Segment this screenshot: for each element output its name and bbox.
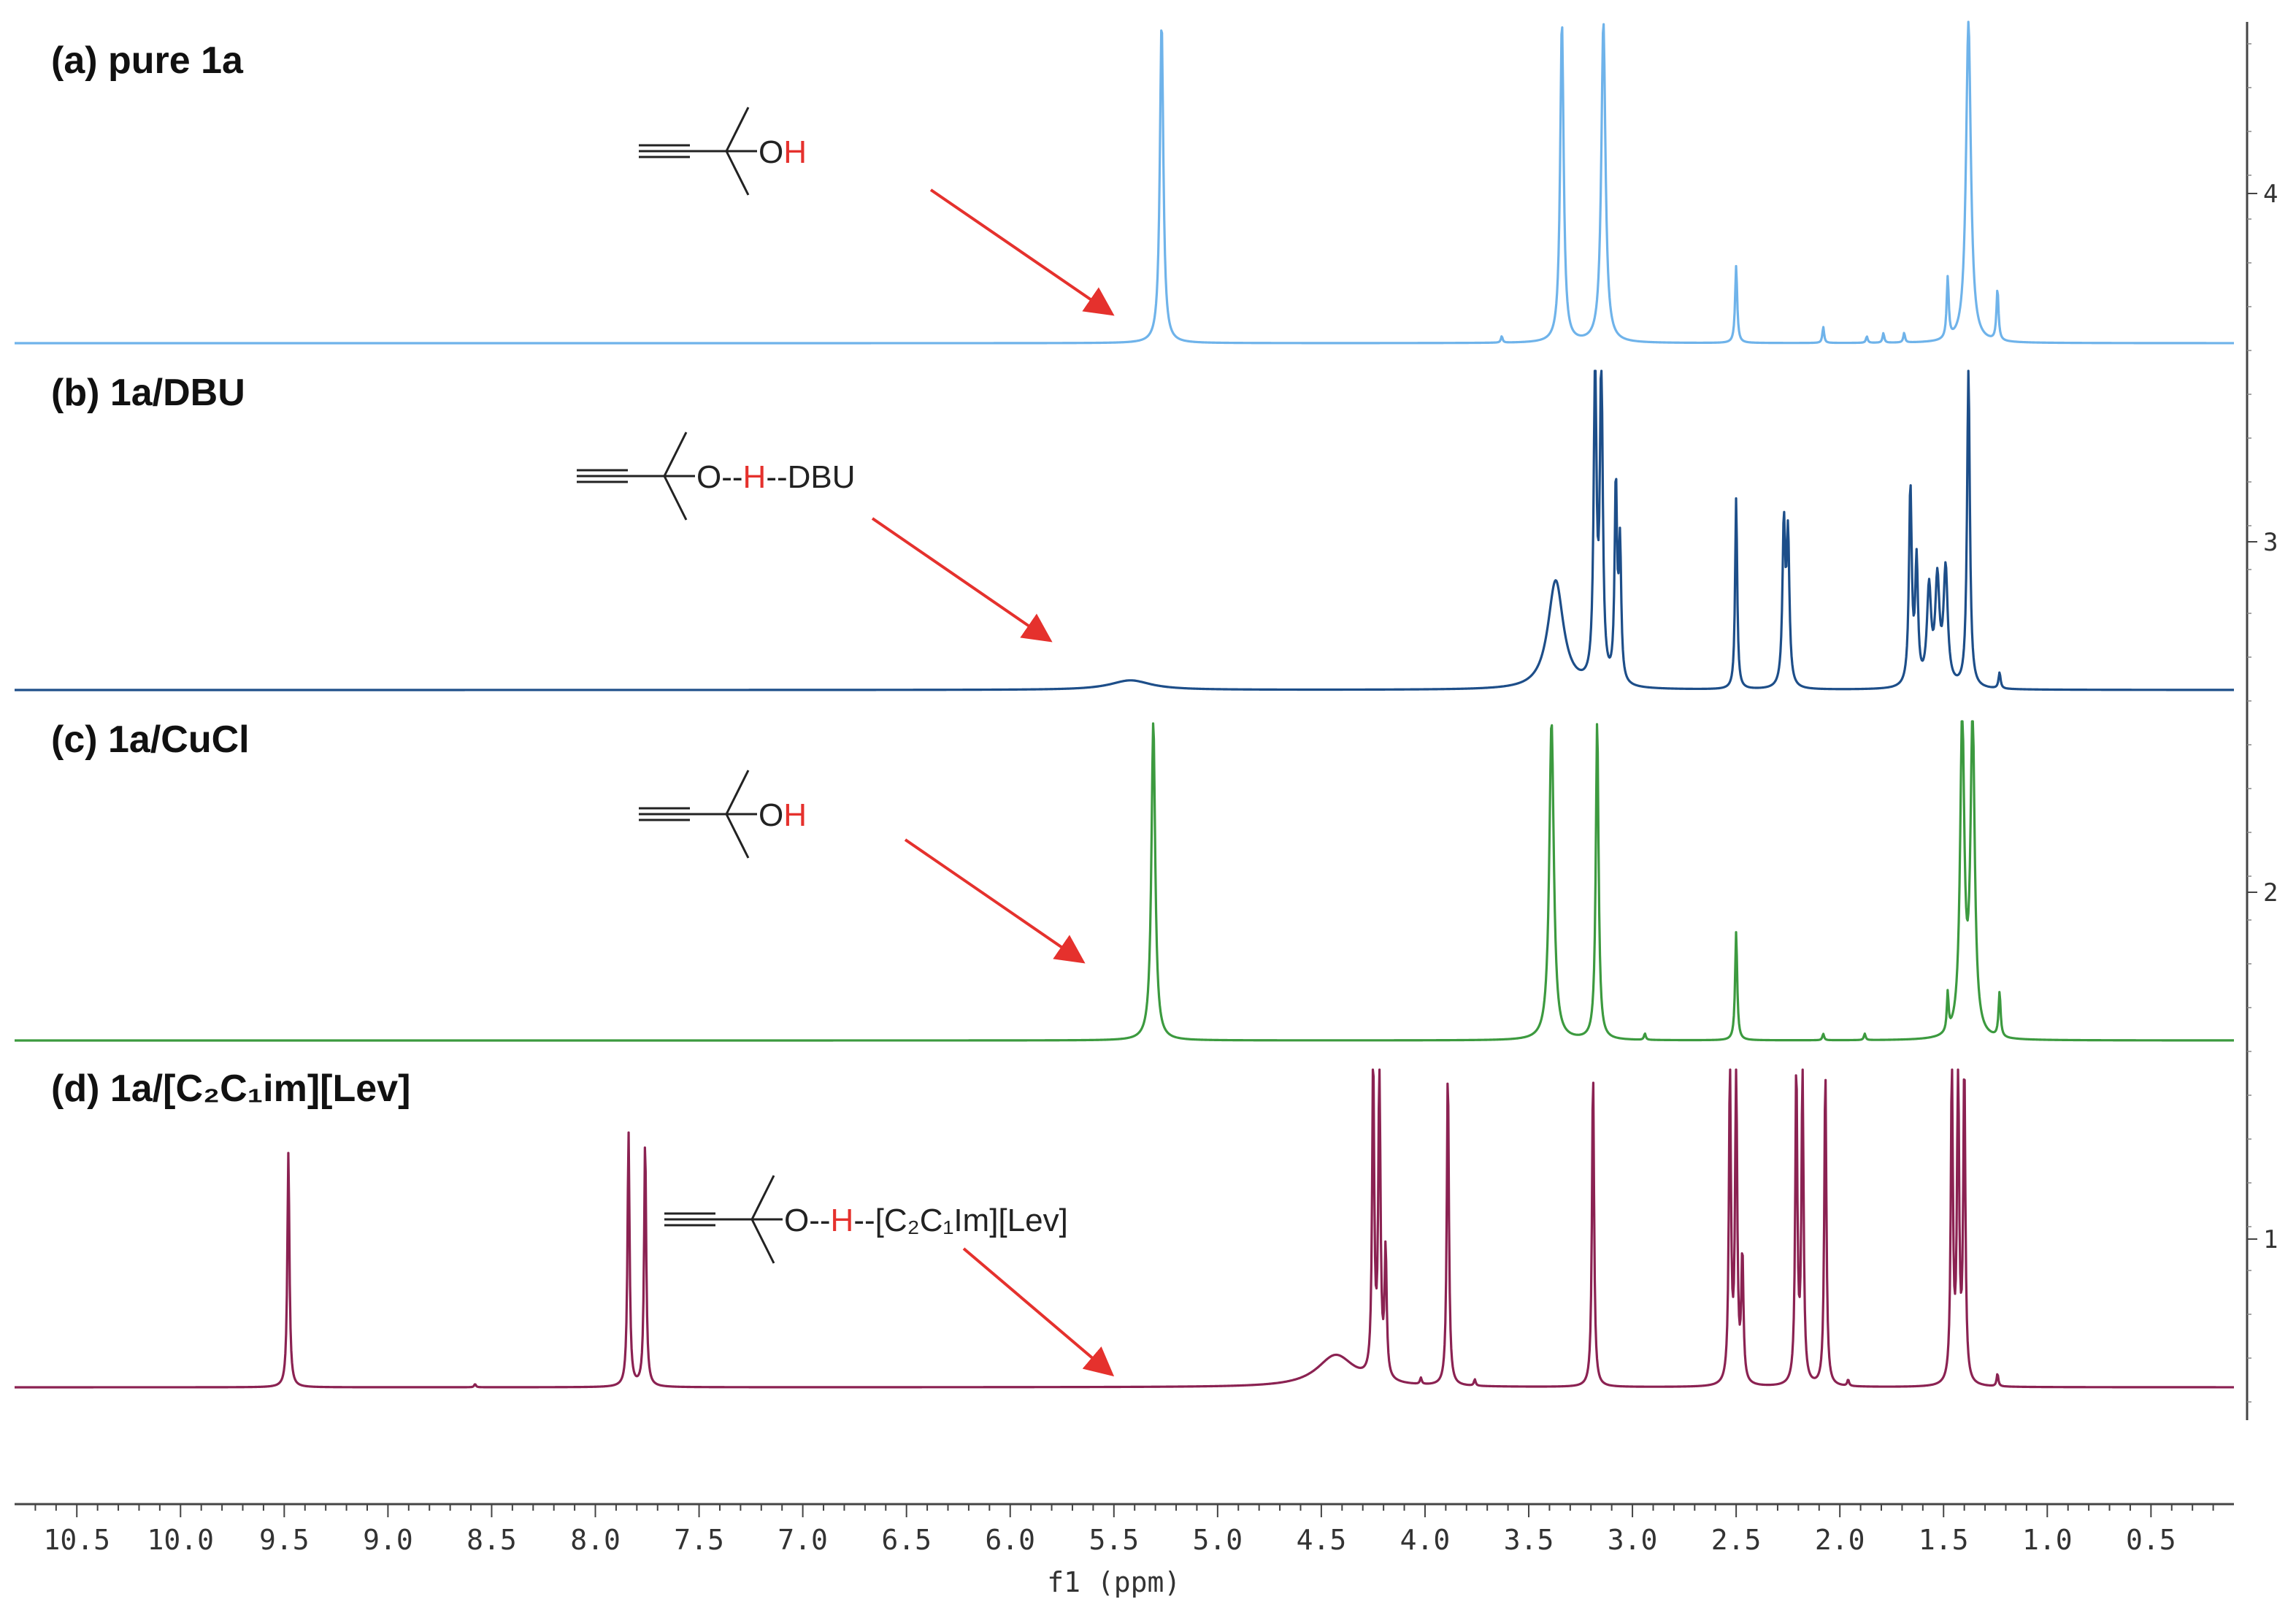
spectrum-c-label: (c) 1a/CuCl: [51, 718, 250, 761]
spectrum-b-label: (b) 1a/DBU: [51, 372, 245, 414]
stack-tick-label: 3: [2263, 528, 2278, 557]
label-layer: (a) pure 1a (b) 1a/DBU (c) 1a/CuCl (d) 1a/[…: [51, 39, 410, 1110]
spectrum-b-molecule-text: O--H--DBU: [696, 459, 856, 495]
x-tick-label: 7.0: [778, 1524, 828, 1556]
x-tick-label: 1.5: [1919, 1524, 1969, 1556]
stack-tick-label: 4: [2263, 180, 2278, 209]
x-tick-label: 4.0: [1400, 1524, 1451, 1556]
x-tick-label: 10.5: [43, 1524, 110, 1556]
x-tick-label: 4.5: [1297, 1524, 1347, 1556]
spectra-layer: [14, 20, 2235, 1389]
stack-axis: 4 3 2 1: [2246, 22, 2278, 1420]
spectrum-b-trace: [14, 369, 2235, 691]
spectrum-d-molecule-text: O--H--[C₂C₁Im][Lev]: [784, 1203, 1068, 1238]
x-tick-label: 9.5: [259, 1524, 310, 1556]
spectrum-c-arrow: [904, 838, 1086, 964]
x-tick-label: 3.0: [1608, 1524, 1658, 1556]
x-axis: 10.5 10.0 9.5 9.0 8.5 8.0 7.5 7.0 6.5 6.0 5.5 5.0 4.…: [15, 1503, 2234, 1598]
spectrum-a-molecule: OH: [639, 107, 807, 196]
spectrum-d-arrow: [962, 1247, 1115, 1377]
spectrum-a-label: (a) pure 1a: [51, 39, 244, 82]
arrow-layer: [871, 188, 1115, 1377]
spectrum-d-label: (d) 1a/[C₂C₁im][Lev]: [51, 1067, 410, 1110]
x-tick-label: 2.0: [1815, 1524, 1865, 1556]
x-tick-label: 8.5: [467, 1524, 517, 1556]
stack-tick-label: 2: [2263, 878, 2278, 908]
x-tick-label: 1.0: [2022, 1524, 2073, 1556]
spectrum-c-molecule: OH: [639, 770, 807, 859]
x-tick-label: 3.5: [1504, 1524, 1554, 1556]
spectrum-d-molecule: O--H--[C₂C₁Im][Lev]: [664, 1175, 1068, 1264]
spectrum-b-arrow: [871, 517, 1053, 643]
molecule-layer: OH O--H--DBU OH O--H--[C₂C₁Im][Lev]: [577, 107, 1068, 1264]
x-tick-label: 5.0: [1193, 1524, 1243, 1556]
x-tick-label: 10.0: [147, 1524, 215, 1556]
spectrum-c-trace: [14, 720, 2235, 1042]
x-tick-label: 5.5: [1089, 1524, 1139, 1556]
spectrum-d-trace: [14, 1068, 2235, 1389]
x-tick-label: 0.5: [2126, 1524, 2176, 1556]
x-tick-label: 9.0: [363, 1524, 413, 1556]
x-tick-label: 6.5: [881, 1524, 932, 1556]
spectrum-b-molecule: O--H--DBU: [577, 432, 856, 521]
spectrum-c-molecule-text: OH: [759, 797, 807, 833]
x-tick-label: 2.5: [1711, 1524, 1762, 1556]
x-tick-label: 7.5: [674, 1524, 724, 1556]
spectrum-a-arrow: [929, 188, 1115, 316]
x-tick-label: 6.0: [985, 1524, 1035, 1556]
x-axis-title: f1 (ppm): [1047, 1566, 1180, 1598]
stack-tick-label: 1: [2263, 1225, 2278, 1254]
x-tick-label: 8.0: [570, 1524, 621, 1556]
spectrum-a-molecule-text: OH: [759, 134, 807, 170]
spectrum-a-trace: [14, 20, 2235, 345]
